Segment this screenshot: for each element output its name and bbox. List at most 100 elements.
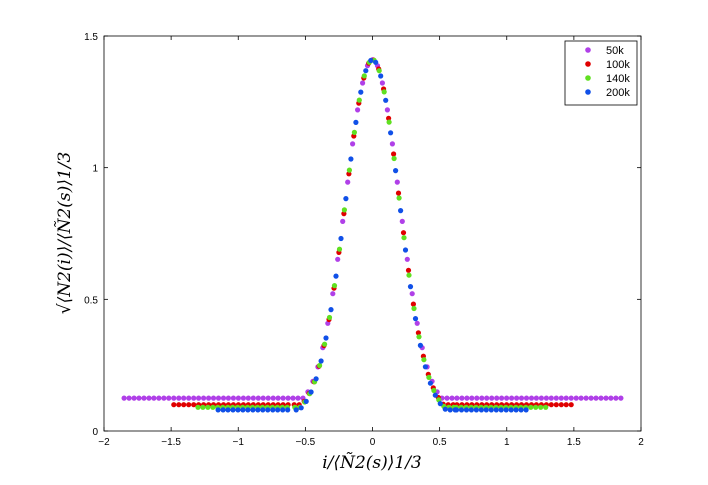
data-point xyxy=(141,395,147,401)
data-point xyxy=(389,141,395,147)
series-200k xyxy=(215,57,529,413)
data-point xyxy=(427,380,433,386)
legend-box xyxy=(564,40,638,106)
data-point xyxy=(478,407,484,413)
data-point xyxy=(573,395,579,401)
data-point xyxy=(353,119,359,125)
data-point xyxy=(563,395,569,401)
data-point xyxy=(603,395,609,401)
data-point xyxy=(331,283,338,289)
data-point xyxy=(468,407,474,413)
data-point xyxy=(518,407,524,413)
data-point xyxy=(206,395,212,401)
data-point xyxy=(598,395,604,401)
data-point xyxy=(201,395,207,401)
data-point xyxy=(412,316,419,322)
data-point xyxy=(608,395,614,401)
data-point xyxy=(444,395,450,401)
data-point xyxy=(210,395,217,401)
data-point xyxy=(543,404,549,410)
data-point xyxy=(417,342,423,348)
data-point xyxy=(280,407,286,413)
data-point xyxy=(230,407,236,413)
data-point xyxy=(553,395,559,401)
data-point xyxy=(407,284,414,290)
data-point xyxy=(225,407,231,413)
data-point xyxy=(326,314,333,321)
data-point xyxy=(368,57,374,64)
data-point xyxy=(483,407,489,413)
legend-label: 50k xyxy=(606,45,624,57)
data-point xyxy=(383,97,389,103)
data-point xyxy=(136,395,142,401)
legend-marker xyxy=(585,47,591,53)
data-point xyxy=(548,395,554,401)
data-point xyxy=(240,407,246,413)
data-point xyxy=(376,68,382,74)
data-point xyxy=(404,256,410,262)
data-point xyxy=(205,404,211,410)
data-point xyxy=(351,129,357,135)
data-point xyxy=(533,395,540,401)
data-point xyxy=(479,395,485,401)
data-point xyxy=(414,320,420,326)
data-point xyxy=(260,395,266,401)
data-point xyxy=(340,218,346,224)
data-point xyxy=(558,402,564,408)
data-point xyxy=(191,395,197,401)
data-point xyxy=(131,395,137,401)
data-point xyxy=(422,364,428,370)
data-point xyxy=(504,395,510,401)
data-point xyxy=(186,395,192,401)
data-point xyxy=(410,301,416,307)
data-point xyxy=(588,395,594,401)
data-point xyxy=(156,395,162,401)
data-point xyxy=(558,395,564,401)
data-point xyxy=(293,407,299,413)
data-point xyxy=(270,395,276,401)
data-point xyxy=(250,407,256,413)
data-point xyxy=(336,246,343,252)
legend: 50k 100k 140k 200k xyxy=(564,40,638,106)
data-point xyxy=(295,395,301,401)
data-point xyxy=(398,208,404,214)
data-point xyxy=(568,402,574,408)
data-point xyxy=(499,395,505,401)
data-point xyxy=(509,395,515,401)
data-point xyxy=(350,141,356,147)
data-point xyxy=(488,407,494,413)
data-point xyxy=(285,407,291,413)
data-point xyxy=(553,402,559,408)
data-point xyxy=(388,130,394,136)
data-point xyxy=(421,357,427,363)
data-point xyxy=(166,395,172,401)
data-point xyxy=(338,235,344,242)
data-point xyxy=(396,195,402,201)
x-tick-label: 2 xyxy=(638,437,644,448)
data-point xyxy=(343,196,349,202)
x-tick-label: 1 xyxy=(504,437,510,448)
data-point xyxy=(454,395,460,401)
y-tick-label: 0.5 xyxy=(84,295,98,306)
data-point xyxy=(484,395,490,401)
data-point xyxy=(230,395,236,401)
data-point xyxy=(245,395,251,401)
x-tick-label: −1.5 xyxy=(161,437,181,448)
data-point xyxy=(563,402,569,408)
y-axis-label: √⟨N2(i)⟩/⟨Ñ2(s)⟩1/3 xyxy=(54,152,75,315)
legend-marker xyxy=(585,75,591,81)
data-point xyxy=(528,395,535,401)
data-point xyxy=(146,395,152,401)
data-point xyxy=(489,395,495,401)
axis-ticks: −2 −1.5 −1 −0.5 0 0.5 1 1.5 2 0 0.5 1 1.5 xyxy=(84,32,644,448)
legend-marker xyxy=(585,61,591,67)
data-point xyxy=(405,267,412,273)
data-point xyxy=(285,395,291,401)
data-point xyxy=(220,395,227,401)
data-point xyxy=(245,407,251,413)
data-point xyxy=(464,395,470,401)
data-point xyxy=(313,376,319,382)
data-point xyxy=(235,395,241,401)
data-point xyxy=(391,155,397,162)
data-point xyxy=(196,395,202,401)
